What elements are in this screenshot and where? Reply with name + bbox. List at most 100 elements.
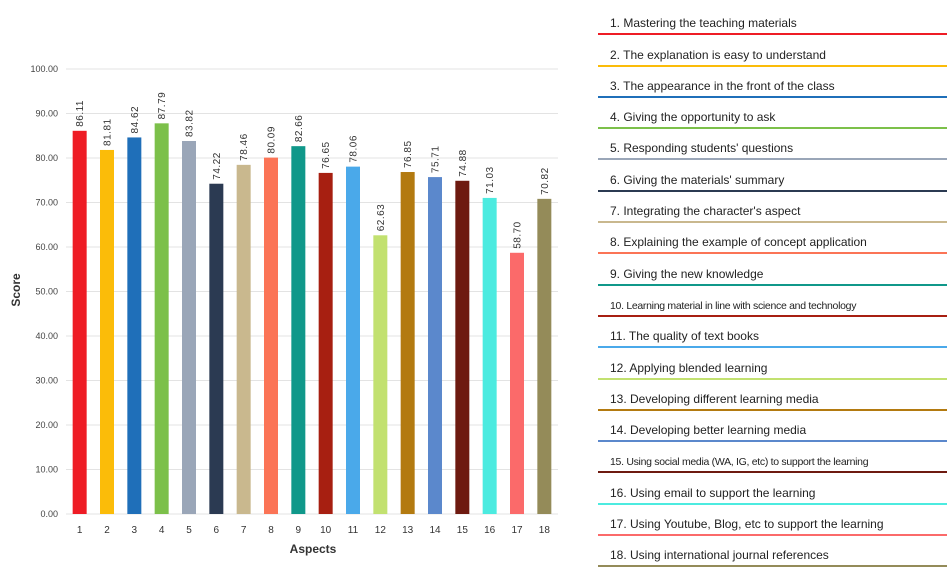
data-label-6: 74.22 — [212, 152, 223, 180]
legend-item-label: 6. Giving the materials' summary — [610, 172, 785, 187]
data-label-9: 82.66 — [294, 115, 305, 143]
legend-color-line — [598, 534, 947, 537]
legend-item: 7. Integrating the character's aspect — [598, 194, 947, 225]
legend-item-label: 12. Applying blended learning — [610, 360, 768, 375]
legend-color-line — [598, 408, 947, 411]
x-tick-label: 1 — [77, 525, 83, 536]
bars: 86.11 81.81 84.62 87.79 83.82 74.22 78.46 80.09… — [72, 92, 552, 515]
x-tick-label: 12 — [375, 525, 387, 536]
x-tick-label: 10 — [320, 525, 332, 536]
legend-item: 14. Developing better learning media — [598, 413, 947, 444]
legend-item-label: 14. Developing better learning media — [610, 423, 807, 438]
legend-color-line — [598, 471, 947, 474]
bar-4 — [154, 123, 169, 514]
legend-color-line — [598, 33, 947, 36]
bar-6 — [209, 183, 224, 514]
y-tick-label: 0.00 — [40, 509, 58, 519]
data-label-18: 70.82 — [540, 167, 551, 195]
bar-11 — [346, 166, 360, 514]
data-label-4: 87.79 — [157, 92, 168, 120]
x-tick-label: 5 — [186, 525, 192, 536]
x-axis-label: Aspects — [290, 542, 337, 556]
legend-item-label: 7. Integrating the character's aspect — [610, 204, 801, 219]
legend-item-label: 11. The quality of text books — [610, 329, 759, 344]
bar-10 — [318, 172, 333, 514]
legend-item: 16. Using email to support the learning — [598, 476, 947, 507]
y-tick-label: 90.00 — [35, 109, 58, 119]
legend-item-label: 9. Giving the new knowledge — [610, 266, 764, 281]
legend-item: 1. Mastering the teaching materials — [598, 6, 947, 37]
legend: 1. Mastering the teaching materials 2. Th… — [598, 0, 947, 587]
x-tick-label: 7 — [241, 525, 247, 536]
legend-item-label: 3. The appearance in the front of the cl… — [610, 78, 835, 93]
y-tick-label: 80.00 — [35, 153, 58, 163]
legend-item-label: 8. Explaining the example of concept app… — [610, 235, 867, 250]
legend-item: 11. The quality of text books — [598, 319, 947, 350]
data-label-5: 83.82 — [185, 109, 196, 137]
bar-7 — [236, 164, 251, 514]
y-tick-label: 70.00 — [35, 198, 58, 208]
x-tick-label: 6 — [214, 525, 220, 536]
legend-item-label: 4. Giving the opportunity to ask — [610, 110, 776, 125]
y-axis-ticks: 0.00 10.00 20.00 30.00 40.00 50.00 60.00 70.00 8… — [30, 64, 58, 519]
legend-color-line — [598, 221, 947, 224]
bar-chart: 0.00 10.00 20.00 30.00 40.00 50.00 60.00 70.00 8… — [9, 64, 558, 556]
legend-item: 18. Using international journal referenc… — [598, 538, 947, 569]
legend-color-line — [598, 95, 947, 98]
data-label-12: 62.63 — [376, 204, 387, 232]
legend-item-label: 18. Using international journal referenc… — [610, 548, 829, 563]
data-label-10: 76.65 — [321, 141, 332, 169]
x-tick-label: 13 — [402, 525, 414, 536]
legend-item: 10. Learning material in line with scien… — [598, 288, 947, 319]
x-tick-label: 15 — [457, 525, 469, 536]
bar-2 — [100, 149, 114, 514]
data-label-17: 58.70 — [513, 221, 524, 249]
legend-item-label: 16. Using email to support the learning — [610, 485, 816, 500]
legend-color-line — [598, 377, 947, 380]
legend-item: 2. The explanation is easy to understand — [598, 37, 947, 68]
x-tick-label: 9 — [296, 525, 302, 536]
data-label-3: 84.62 — [130, 106, 141, 134]
legend-item: 6. Giving the materials' summary — [598, 163, 947, 194]
x-tick-label: 14 — [429, 525, 441, 536]
legend-color-line — [598, 314, 947, 317]
bar-3 — [127, 137, 142, 515]
legend-color-line — [598, 283, 947, 286]
data-label-11: 78.06 — [349, 135, 360, 163]
legend-color-line — [598, 64, 947, 67]
legend-item: 13. Developing different learning media — [598, 382, 947, 413]
legend-color-line — [598, 252, 947, 255]
bar-14 — [428, 177, 442, 514]
y-tick-label: 60.00 — [35, 242, 58, 252]
y-tick-label: 40.00 — [35, 331, 58, 341]
data-label-13: 76.85 — [403, 140, 414, 168]
legend-item: 12. Applying blended learning — [598, 350, 947, 381]
legend-color-line — [598, 565, 947, 568]
bar-8 — [264, 157, 278, 515]
x-tick-label: 2 — [104, 525, 110, 536]
legend-item-label: 15. Using social media (WA, IG, etc) to … — [610, 456, 869, 469]
legend-item-label: 5. Responding students' questions — [610, 141, 794, 156]
legend-item-label: 2. The explanation is easy to understand — [610, 47, 826, 62]
bar-9 — [291, 146, 306, 514]
y-tick-label: 20.00 — [35, 420, 58, 430]
x-tick-label: 17 — [511, 525, 523, 536]
bar-17 — [510, 252, 524, 514]
legend-item: 9. Giving the new knowledge — [598, 256, 947, 287]
x-tick-label: 18 — [539, 525, 551, 536]
data-label-1: 86.11 — [75, 100, 86, 127]
x-tick-label: 16 — [484, 525, 496, 536]
data-label-14: 75.71 — [431, 146, 442, 174]
bar-16 — [482, 197, 497, 514]
y-tick-label: 50.00 — [35, 287, 58, 297]
x-tick-label: 3 — [132, 525, 138, 536]
legend-item-label: 13. Developing different learning media — [610, 391, 819, 406]
bar-18 — [537, 198, 552, 514]
x-tick-label: 8 — [268, 525, 274, 536]
x-axis-ticks: 1 2 3 4 5 6 7 8 9 10 11 12 13 14 15 16 17 18 — [77, 525, 550, 536]
x-tick-label: 4 — [159, 525, 165, 536]
data-label-15: 74.88 — [458, 149, 469, 177]
legend-item: 17. Using Youtube, Blog, etc to support … — [598, 507, 947, 538]
legend-item-label: 17. Using Youtube, Blog, etc to support … — [610, 517, 884, 532]
legend-color-line — [598, 440, 947, 443]
